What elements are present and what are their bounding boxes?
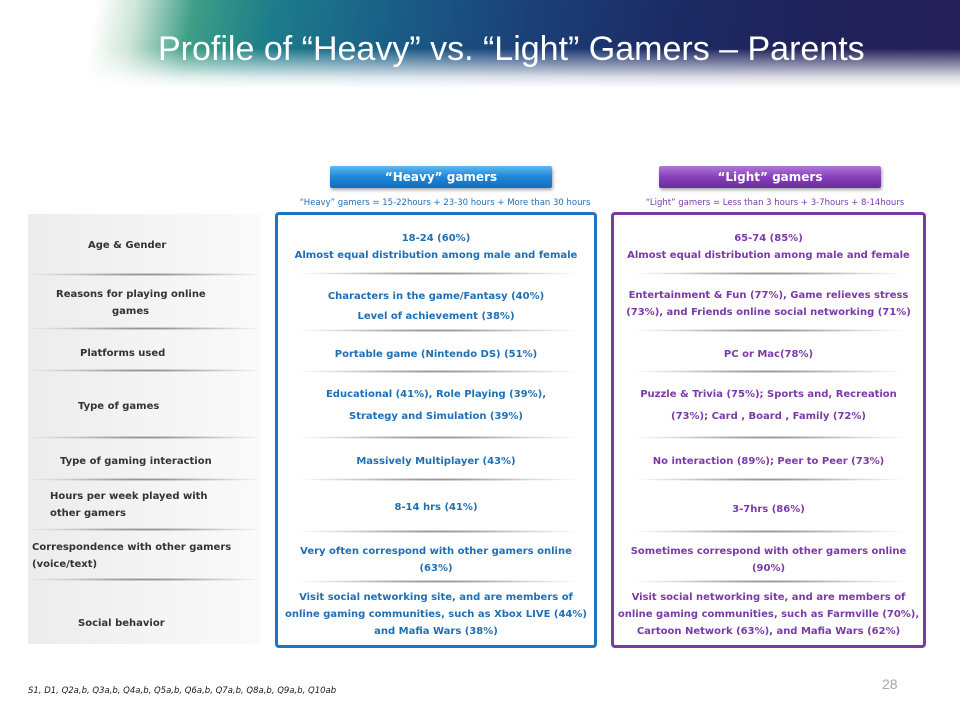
light-platforms: PC or Mac(78%)	[723, 349, 814, 360]
light-separator	[636, 580, 901, 583]
light-reasons: Entertainment & Fun (77%), Game relieves…	[626, 290, 911, 318]
left-separator	[32, 369, 260, 372]
left-separator	[32, 578, 260, 581]
light-correspondence: Sometimes correspond with other gamers o…	[630, 546, 907, 574]
light-separator	[636, 530, 901, 533]
row-label-correspondence: Correspondence with other gamers (voice/…	[32, 542, 232, 570]
heavy-interaction: Massively Multiplayer (43%)	[356, 456, 516, 467]
light-separator	[636, 272, 901, 275]
light-separator	[636, 478, 901, 481]
title-banner-fade	[0, 0, 960, 88]
left-separator	[32, 478, 260, 481]
heavy-platforms: Portable game (Nintendo DS) (51%)	[334, 349, 538, 360]
heavy-separator	[300, 580, 575, 583]
left-separator	[32, 528, 260, 531]
heavy-gamers-header: “Heavy” gamers	[330, 166, 552, 188]
light-social-behavior: Visit social networking site, and are me…	[617, 592, 920, 637]
light-gamers-definition: “Light” gamers = Less than 3 hours + 3-7…	[645, 198, 905, 208]
light-type-of-games: Puzzle & Trivia (75%); Sports and, Recre…	[640, 389, 897, 422]
light-separator	[636, 329, 901, 332]
light-gamers-box	[611, 212, 926, 648]
row-label-age-gender: Age & Gender	[88, 240, 167, 251]
left-separator	[32, 273, 260, 276]
light-interaction: No interaction (89%); Peer to Peer (73%)	[652, 456, 885, 467]
heavy-gamers-box	[275, 212, 597, 648]
heavy-separator	[300, 436, 575, 439]
heavy-separator	[300, 530, 575, 533]
page-number: 28	[882, 676, 898, 692]
heavy-gamers-definition: “Heavy” gamers = 15-22hours + 23-30 hour…	[299, 198, 591, 208]
heavy-type-of-games: Educational (41%), Role Playing (39%), St…	[325, 389, 547, 422]
row-label-interaction: Type of gaming interaction	[60, 456, 212, 467]
row-label-type-of-games: Type of games	[78, 401, 160, 412]
heavy-correspondence: Very often correspond with other gamers …	[300, 546, 572, 574]
heavy-separator	[300, 478, 575, 481]
light-hours: 3-7hrs (86%)	[732, 504, 805, 515]
row-label-social: Social behavior	[78, 618, 165, 629]
heavy-separator	[300, 329, 575, 332]
row-label-reasons: Reasons for playing online games	[56, 289, 206, 317]
light-age-gender: 65-74 (85%) Almost equal distribution amo…	[627, 233, 910, 261]
heavy-separator	[300, 370, 575, 373]
heavy-age-gender: 18-24 (60%) Almost equal distribution amo…	[294, 233, 578, 261]
slide-title: Profile of “Heavy” vs. “Light” Gamers – …	[158, 30, 865, 68]
left-separator	[32, 436, 260, 439]
light-separator	[636, 370, 901, 373]
heavy-reasons: Characters in the game/Fantasy (40%) Leve…	[327, 291, 545, 322]
heavy-social-behavior: Visit social networking site, and are me…	[285, 592, 587, 637]
row-label-platforms: Platforms used	[80, 348, 166, 359]
row-label-hours: Hours per week played with other gamers	[50, 491, 208, 519]
light-gamers-header: “Light” gamers	[659, 166, 881, 188]
heavy-separator	[300, 272, 575, 275]
left-separator	[32, 327, 260, 330]
heavy-hours: 8-14 hrs (41%)	[394, 502, 478, 513]
light-separator	[636, 436, 901, 439]
question-source-footnote: S1, D1, Q2a,b, Q3a,b, Q4a,b, Q5a,b, Q6a,…	[28, 686, 337, 696]
row-labels-column	[28, 214, 260, 644]
